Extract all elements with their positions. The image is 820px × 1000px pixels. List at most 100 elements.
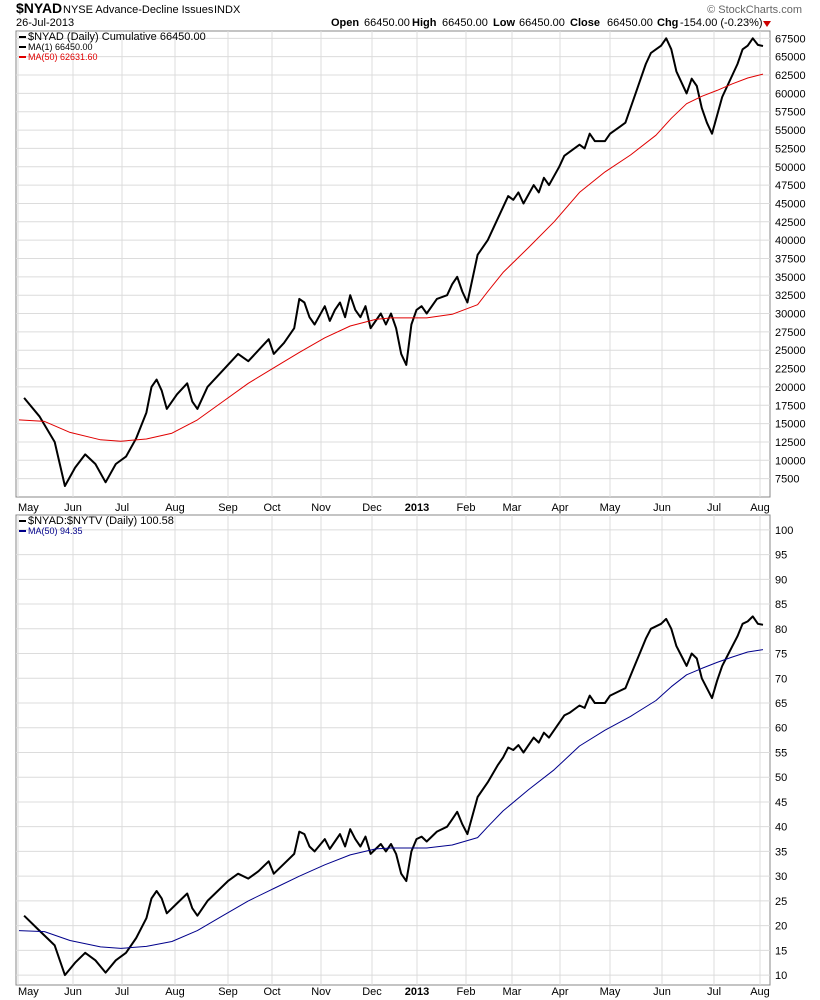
exchange: INDX — [214, 4, 241, 16]
ma-line — [18, 73, 764, 442]
open-label: Open — [331, 17, 359, 29]
x-tick-label: Jun — [64, 986, 82, 998]
y-tick-label: 52500 — [775, 143, 806, 155]
legend-label: MA(50) 62631.60 — [28, 52, 98, 62]
legend-label: MA(50) 94.35 — [28, 526, 83, 536]
y-tick-label: 22500 — [775, 364, 806, 376]
close-label: Close — [570, 17, 600, 29]
y-tick-label: 15 — [775, 945, 787, 957]
y-tick-label: 95 — [775, 550, 787, 562]
high-value: 66450.00 — [442, 17, 488, 29]
watermark: © StockCharts.com — [707, 4, 802, 16]
ma-line — [18, 649, 764, 949]
y-tick-label: 65000 — [775, 52, 806, 64]
x-tick-label: Oct — [263, 502, 280, 514]
x-tick-label: Nov — [311, 986, 331, 998]
x-tick-label: Sep — [218, 986, 238, 998]
legend-label: $NYAD (Daily) Cumulative 66450.00 — [28, 31, 206, 43]
x-tick-label: Mar — [503, 986, 522, 998]
y-tick-label: 45 — [775, 797, 787, 809]
price-line — [23, 615, 764, 977]
plot-frame — [15, 30, 771, 498]
x-tick-label: Sep — [218, 502, 238, 514]
y-tick-label: 45000 — [775, 198, 806, 210]
y-tick-label: 75 — [775, 649, 787, 661]
chart-panels: 7500 10000 12500 15000 17500 20000 22500 25000 2… — [15, 30, 806, 998]
description: NYSE Advance-Decline Issues — [63, 4, 214, 16]
y-tick-label: 25 — [775, 896, 787, 908]
y-tick-label: 20 — [775, 921, 787, 933]
x-tick-label: May — [600, 986, 621, 998]
y-tick-label: 55000 — [775, 125, 806, 137]
x-tick-label: Apr — [551, 502, 568, 514]
y-tick-label: 100 — [775, 525, 793, 537]
y-tick-label: 60 — [775, 723, 787, 735]
low-label: Low — [493, 17, 515, 29]
x-tick-label: Feb — [457, 986, 476, 998]
high-label: High — [412, 17, 437, 29]
y-tick-label: 20000 — [775, 382, 806, 394]
x-tick-label: Jul — [115, 502, 129, 514]
x-tick-label: Nov — [311, 502, 331, 514]
date: 26-Jul-2013 — [16, 17, 74, 29]
y-tick-label: 62500 — [775, 70, 806, 82]
y-tick-label: 70 — [775, 673, 787, 685]
y-tick-label: 40000 — [775, 235, 806, 247]
chg-label: Chg — [657, 17, 678, 29]
y-tick-label: 30000 — [775, 309, 806, 321]
y-tick-label: 60000 — [775, 88, 806, 100]
legend-label: $NYAD:$NYTV (Daily) 100.58 — [28, 515, 174, 527]
panel-2: 10 15 20 25 30 35 40 45 50 55 60 65 70 75 80 85 90 95 100 M… — [15, 514, 793, 998]
legend-label: MA(1) 66450.00 — [28, 42, 93, 52]
x-tick-label: Oct — [263, 986, 280, 998]
y-tick-label: 90 — [775, 574, 787, 586]
symbol: $NYAD — [16, 0, 62, 16]
open-value: 66450.00 — [364, 17, 410, 29]
x-tick-label: May — [600, 502, 621, 514]
y-tick-label: 37500 — [775, 253, 806, 265]
plot-frame — [15, 514, 771, 986]
panel-1: 7500 10000 12500 15000 17500 20000 22500 25000 2… — [15, 30, 806, 514]
y-tick-label: 85 — [775, 599, 787, 611]
x-tick-label: Apr — [551, 986, 568, 998]
down-arrow-icon — [763, 21, 771, 27]
x-tick-label: Jun — [64, 502, 82, 514]
y-tick-label: 65 — [775, 698, 787, 710]
y-tick-label: 47500 — [775, 180, 806, 192]
close-value: 66450.00 — [607, 17, 653, 29]
y-tick-label: 17500 — [775, 400, 806, 412]
y-tick-label: 80 — [775, 624, 787, 636]
x-tick-label: Jul — [707, 986, 721, 998]
x-tick-label: Dec — [362, 502, 382, 514]
y-tick-label: 35 — [775, 846, 787, 858]
y-tick-label: 27500 — [775, 327, 806, 339]
x-tick-label: May — [18, 986, 39, 998]
x-tick-label: Jun — [653, 502, 671, 514]
x-tick-label: May — [18, 502, 39, 514]
x-tick-label: Dec — [362, 986, 382, 998]
y-tick-label: 55 — [775, 747, 787, 759]
y-tick-label: 50 — [775, 772, 787, 784]
x-tick-label: Aug — [165, 502, 185, 514]
x-tick-label: Feb — [457, 502, 476, 514]
x-tick-label: Mar — [503, 502, 522, 514]
x-tick-label: Jul — [707, 502, 721, 514]
y-tick-label: 67500 — [775, 33, 806, 45]
x-tick-label: Aug — [750, 502, 770, 514]
x-tick-label: 2013 — [405, 986, 429, 998]
x-tick-label: Aug — [165, 986, 185, 998]
y-tick-label: 40 — [775, 822, 787, 834]
x-tick-label: Aug — [750, 986, 770, 998]
y-tick-label: 25000 — [775, 345, 806, 357]
y-tick-label: 30 — [775, 871, 787, 883]
x-tick-label: Jun — [653, 986, 671, 998]
y-tick-label: 10000 — [775, 455, 806, 467]
y-tick-label: 12500 — [775, 437, 806, 449]
ohlc-readout: Open 66450.00 High 66450.00 Low 66450.00… — [331, 17, 771, 29]
y-tick-label: 35000 — [775, 272, 806, 284]
y-tick-label: 15000 — [775, 419, 806, 431]
y-tick-label: 57500 — [775, 107, 806, 119]
y-tick-label: 7500 — [775, 474, 799, 486]
y-tick-label: 50000 — [775, 162, 806, 174]
